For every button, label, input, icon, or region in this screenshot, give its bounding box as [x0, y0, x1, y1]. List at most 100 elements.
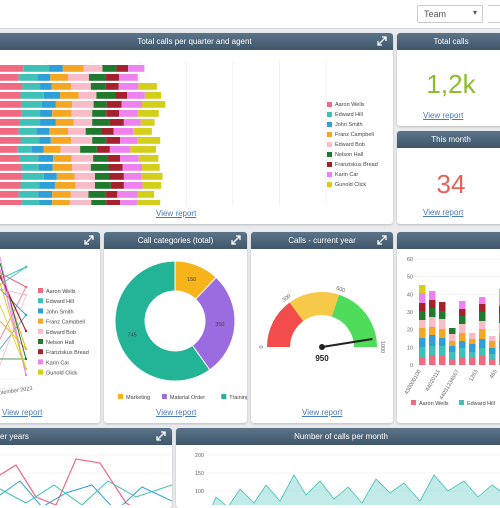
bar-segment [439, 319, 446, 329]
bar-segment [449, 359, 456, 365]
bar-segment [49, 128, 68, 135]
legend-swatch [327, 172, 332, 177]
legend-label: Edward Bob [335, 142, 365, 148]
expand-icon[interactable] [377, 36, 387, 46]
expand-icon[interactable] [377, 235, 387, 245]
bar-segment [43, 92, 61, 99]
bar-segment [479, 356, 486, 365]
gauge-band [289, 292, 339, 322]
view-report-link[interactable]: View report [156, 408, 197, 417]
team-select-value: Team [424, 9, 447, 19]
bar-segment [489, 336, 496, 341]
expand-icon[interactable] [231, 235, 241, 245]
bar-segment [67, 74, 89, 81]
bar-segment [439, 346, 446, 356]
bar-segment [73, 119, 93, 126]
bar-segment [419, 303, 426, 311]
legend-label: Nelson Hall [46, 340, 74, 346]
view-report-link[interactable]: View report [423, 208, 464, 217]
bar-segment [110, 182, 124, 189]
bar-segment [69, 200, 92, 205]
bar-segment [449, 328, 456, 334]
bar-segment [90, 164, 109, 171]
legend-label: Nelson Hall [335, 152, 363, 158]
bar-segment [119, 74, 138, 81]
data-point [24, 373, 28, 377]
expand-icon[interactable] [156, 431, 166, 441]
legend-swatch [38, 359, 43, 365]
bar-segment [419, 293, 426, 303]
bar-segment [120, 137, 138, 144]
data-point [24, 313, 28, 317]
y-tick-label: 0 [410, 363, 413, 369]
bar-segment [142, 101, 166, 108]
bar-segment [51, 83, 72, 90]
view-report-link[interactable]: View report [156, 209, 197, 218]
legend-swatch [38, 328, 43, 334]
legend-swatch [327, 142, 332, 147]
legend-label: Material Order [170, 395, 205, 401]
gauge-tick-label: 1000 [379, 341, 385, 353]
bar-segment [67, 128, 86, 135]
bar-segment [479, 339, 486, 348]
legend-label: Training [229, 395, 247, 401]
view-report-link[interactable]: View report [423, 111, 464, 120]
agent-stacked-card: 60 50 40 30 20 10 0 430000100 44020111 4403123456… [397, 232, 500, 423]
bar-segment [80, 146, 97, 153]
bar-segment [71, 110, 93, 117]
bar-segment [50, 74, 68, 81]
y-tick-label: 60 [407, 257, 413, 263]
bar-segment [37, 74, 51, 81]
slice-value-label: 745 [128, 333, 137, 339]
bar-segment [108, 155, 121, 162]
expand-icon[interactable] [84, 235, 94, 245]
bar-segment [439, 356, 446, 365]
legend-label: Karin Car [335, 172, 358, 178]
bar-segment [0, 101, 21, 108]
bar-segment [62, 65, 84, 72]
y-tick-label: 30 [407, 310, 413, 316]
bar-segment [0, 137, 21, 144]
data-point [24, 357, 28, 361]
card-header: Total calls per quarter and agent [0, 33, 393, 50]
toolbar-button[interactable] [488, 5, 500, 23]
this-month-card: This month 34 View report [397, 131, 500, 224]
bar-segment [20, 164, 39, 171]
bar-segment [479, 321, 486, 329]
this-month-value: 34 [436, 169, 466, 199]
bar-segment [101, 128, 114, 135]
series-line [0, 266, 27, 286]
y-tick-label: 10 [407, 345, 413, 351]
bar-segment [52, 191, 71, 198]
card-header: er years [0, 428, 172, 445]
legend-label: Gunold Click [46, 371, 77, 377]
bar-segment [489, 359, 496, 365]
card-header: Number of calls per month [176, 428, 500, 445]
bar-segment [128, 65, 145, 72]
bar-segment [39, 200, 53, 205]
bar-segment [70, 191, 89, 198]
bar-segment [20, 101, 42, 108]
bar-segment [489, 348, 496, 354]
bar-segment [78, 92, 97, 99]
legend-label: Edward Hill [46, 299, 74, 305]
legend-swatch [327, 182, 332, 187]
team-select[interactable]: Team ▾ [417, 5, 483, 23]
bar-segment [0, 83, 23, 90]
card-title: Number of calls per month [294, 432, 388, 441]
bar-segment [55, 101, 73, 108]
series-line [0, 480, 172, 505]
legend-swatch [38, 318, 43, 324]
bar-segment [17, 146, 32, 153]
view-report-link[interactable]: View report [302, 408, 343, 417]
view-report-link[interactable]: View report [2, 408, 43, 417]
bar-segment [38, 155, 54, 162]
bar-segment [88, 74, 106, 81]
legend-swatch [118, 394, 123, 399]
gauge-band [331, 294, 377, 347]
bar-segment [140, 119, 155, 126]
bar-segment [0, 182, 21, 189]
bar-segment [479, 304, 486, 312]
area-series [212, 474, 500, 505]
bar-segment [469, 333, 476, 339]
